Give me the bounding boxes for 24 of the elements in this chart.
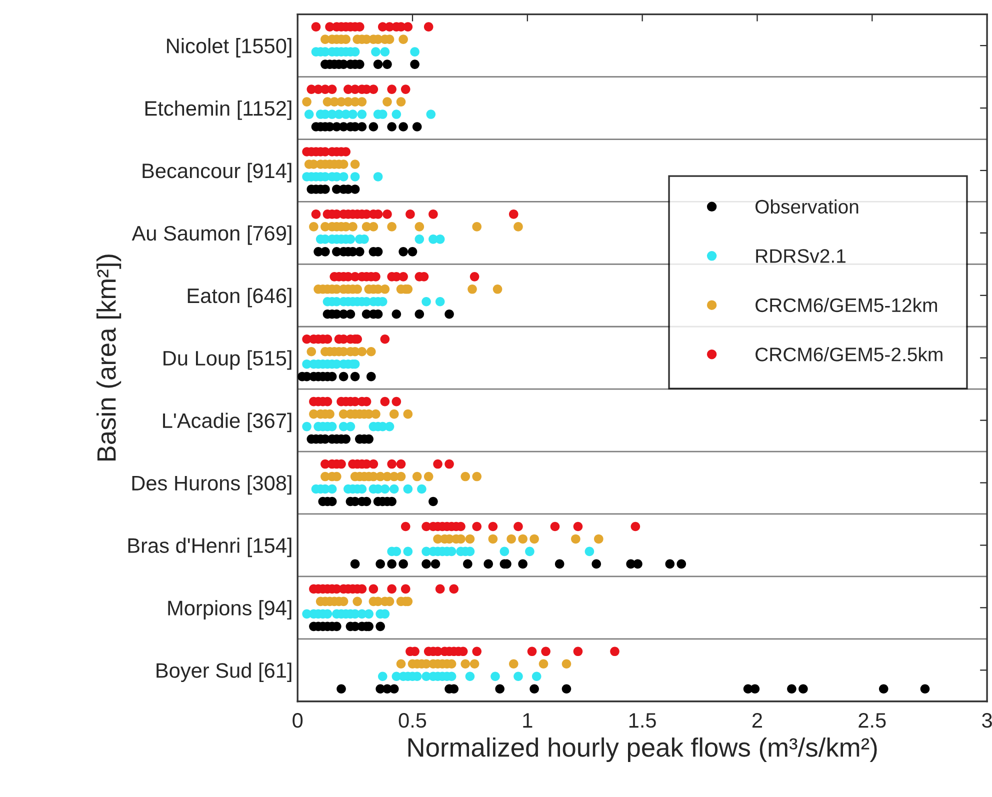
legend-label: CRCM6/GEM5-2.5km (756, 347, 942, 362)
legend-label: RDRSv2.1 (756, 249, 846, 263)
x-tick-label: 3 (982, 713, 992, 728)
y-tick-label: Etchemin [1152] (145, 100, 292, 120)
y-tick-label: Du Loup [515] (164, 350, 292, 370)
x-tick-label: 0 (292, 713, 303, 728)
y-tick-label: Bras d'Henri [154] (128, 538, 292, 558)
legend-label: Observation (756, 199, 858, 214)
x-tick-label: 2.5 (858, 713, 886, 728)
y-tick-label: Eaton [646] (188, 288, 292, 308)
y-tick-label: Boyer Sud [61] (156, 662, 292, 682)
y-tick-label: Au Saumon [769] (132, 225, 292, 245)
x-tick-label: 1 (523, 713, 532, 728)
x-tick-label: 1.5 (629, 713, 656, 728)
y-tick-label: L'Acadie [367] (163, 412, 292, 432)
y-tick-label: Nicolet [1550] (167, 38, 292, 58)
y-tick-label: Morpions [94] (168, 600, 292, 620)
y-tick-label: Des Hurons [308] (132, 475, 292, 495)
y-axis-title: Basin (area [km²]) (96, 254, 122, 461)
x-axis-title: Normalized hourly peak flows (m³/s/km²) (408, 737, 877, 762)
y-tick-label: Becancour [914] (142, 162, 292, 182)
x-tick-label: 2 (752, 713, 762, 728)
x-tick-label: 0.5 (398, 713, 426, 728)
legend-label: CRCM6/GEM5-12km (756, 298, 937, 312)
